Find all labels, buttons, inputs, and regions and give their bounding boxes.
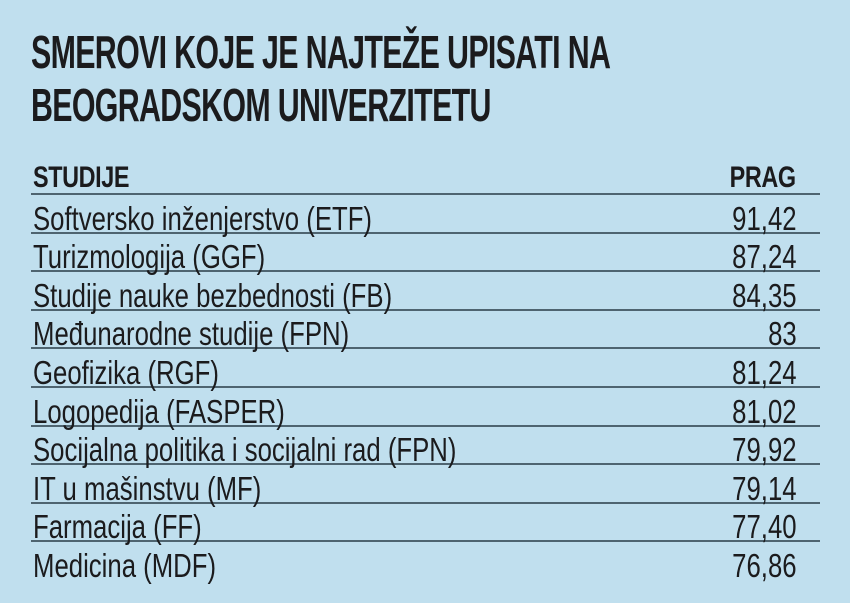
- row-studije: Medicina (MDF): [33, 546, 217, 584]
- row-prag: 79,92: [732, 431, 797, 469]
- row-studije: Softversko inženjerstvo (ETF): [33, 199, 373, 237]
- table-row: Logopedija (FASPER) 81,02: [31, 388, 820, 430]
- row-studije: Socijalna politika i socijalni rad (FPN): [33, 431, 457, 469]
- table-row: Softversko inženjerstvo (ETF) 91,42: [31, 195, 820, 237]
- table-row: Studije nauke bezbednosti (FB) 84,35: [31, 272, 820, 314]
- row-prag: 83: [768, 315, 797, 353]
- row-studije: Međunarodne studije (FPN): [33, 315, 350, 353]
- row-prag: 79,14: [732, 469, 797, 507]
- row-prag: 81,24: [732, 353, 797, 391]
- row-studije: Turizmologija (GGF): [33, 238, 266, 276]
- row-prag: 77,40: [732, 508, 797, 546]
- table-row: IT u mašinstvu (MF) 79,14: [31, 465, 820, 507]
- row-studije: Studije nauke bezbednosti (FB): [33, 276, 393, 314]
- table-row: Socijalna politika i socijalni rad (FPN)…: [31, 427, 820, 466]
- table-header: STUDIJE PRAG: [31, 160, 820, 195]
- table-row: Međunarodne studije (FPN) 83: [31, 311, 820, 350]
- row-prag: 76,86: [732, 546, 797, 584]
- row-studije: Geofizika (RGF): [33, 353, 219, 391]
- table-row: Farmacija (FF) 77,40: [31, 504, 820, 543]
- table-row: Geofizika (RGF) 81,24: [31, 349, 820, 391]
- header-studije: STUDIJE: [33, 161, 130, 194]
- page-title: SMEROVI KOJE JE NAJTEŽE UPISATI NA BEOGR…: [31, 26, 823, 132]
- table-row: Medicina (MDF) 76,86: [31, 542, 820, 584]
- row-studije: IT u mašinstvu (MF): [33, 469, 262, 507]
- row-studije: Farmacija (FF): [33, 508, 202, 546]
- row-prag: 81,02: [732, 392, 797, 430]
- row-prag: 84,35: [732, 276, 797, 314]
- title-line-2: BEOGRADSKOM UNIVERZITETU: [31, 79, 491, 131]
- row-prag: 91,42: [732, 199, 797, 237]
- title-line-1: SMEROVI KOJE JE NAJTEŽE UPISATI NA: [31, 26, 611, 78]
- row-prag: 87,24: [732, 238, 797, 276]
- row-studije: Logopedija (FASPER): [33, 392, 285, 430]
- ranking-table: STUDIJE PRAG Softversko inženjerstvo (ET…: [31, 160, 820, 584]
- table-row: Turizmologija (GGF) 87,24: [31, 234, 820, 273]
- header-prag: PRAG: [729, 161, 796, 194]
